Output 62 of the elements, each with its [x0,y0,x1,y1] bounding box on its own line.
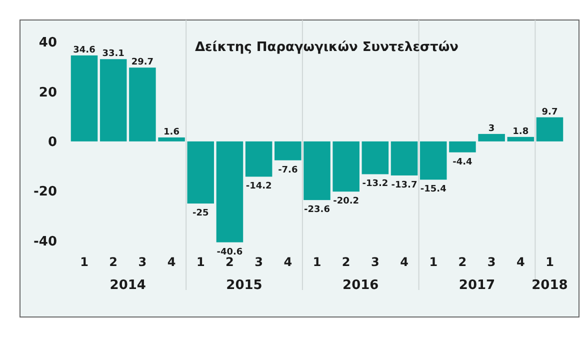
x-tick-label: 1 [546,255,554,269]
x-tick-label: 3 [138,255,147,269]
data-label: 3 [488,124,495,134]
text: 2015 [226,278,262,293]
bar [100,59,127,142]
x-tick-label: 1 [196,255,205,269]
text: 2018 [532,278,568,293]
data-label: -14.2 [246,182,272,192]
data-label: 33.1 [102,49,124,60]
x-tick-label: 1 [312,255,322,269]
data-label: 29.7 [131,58,154,68]
data-label: 9.7 [542,107,558,118]
data-label: 1.6 [164,127,180,138]
y-tick-label: -20 [34,184,57,200]
bar [507,136,534,142]
data-label: 34.6 [73,45,96,56]
x-tick-label: 1 [80,255,88,269]
data-label: -7.6 [278,165,298,176]
bar [390,141,418,176]
x-tick-label: 1 [429,255,438,269]
bar [129,68,156,142]
data-label: -23.6 [304,205,330,216]
text: 2016 [342,278,379,293]
bar [420,141,447,180]
y-tick-label: 0 [48,134,57,150]
x-tick-label: 4 [167,255,176,269]
x-tick-label: 3 [487,255,496,269]
data-label: -15.4 [420,184,446,195]
x-tick-label: 2 [342,255,350,269]
bar [187,141,214,204]
bar [478,134,505,142]
y-tick-label: 20 [38,85,57,100]
data-label: -40.6 [216,247,243,258]
x-tick-label: 3 [254,255,263,269]
x-tick-label: 2 [458,255,467,269]
bar [304,141,330,200]
bar [332,141,360,192]
bar [536,117,564,142]
bar [245,141,272,177]
x-tick-label: 2 [226,255,234,269]
data-label: -20.2 [333,196,360,207]
x-tick-label: 4 [400,255,408,269]
bar [216,141,244,242]
data-label: -13.7 [391,180,418,190]
data-label: -4.4 [452,157,472,168]
bar [158,137,185,142]
text: 2014 [110,278,146,293]
y-tick-label: 40 [38,36,57,51]
data-label: 1.8 [512,126,529,137]
bar [274,141,302,160]
data-label: -25 [192,208,209,219]
bar [70,55,98,142]
x-tick-label: 3 [371,255,380,269]
data-label: -13.2 [362,179,388,190]
x-tick-label: 2 [109,255,118,269]
chart-title: Δείκτης Παραγωγικών Συντελεστών [195,40,459,55]
bar [362,141,389,174]
x-tick-label: 4 [516,255,525,269]
bar [449,141,476,152]
x-tick-label: 4 [284,255,292,269]
text: 2017 [458,278,496,293]
y-tick-label: -40 [34,234,57,250]
